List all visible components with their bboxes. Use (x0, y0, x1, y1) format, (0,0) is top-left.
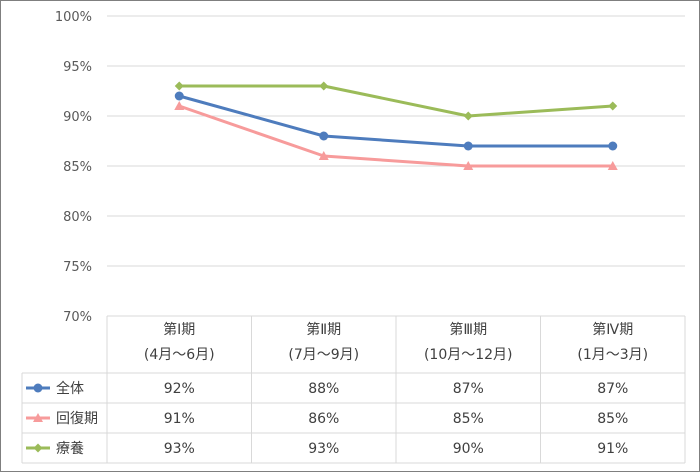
data-point (463, 161, 474, 170)
data-point (174, 101, 185, 110)
category-sublabel: (10月～12月) (424, 347, 513, 363)
data-point (607, 161, 618, 170)
table-value: 93% (164, 441, 195, 457)
category-label: 第Ⅳ期 (592, 321, 633, 338)
legend-key-marker (33, 383, 43, 393)
category-label: 第Ⅱ期 (306, 321, 341, 338)
legend-label: 全体 (56, 380, 84, 397)
data-point (608, 141, 618, 151)
category-label: 第Ⅰ期 (163, 321, 195, 338)
data-point (318, 151, 329, 160)
data-point (608, 101, 618, 111)
y-tick-label: 80% (63, 210, 92, 225)
table-value: 86% (308, 411, 339, 427)
data-point (174, 81, 184, 91)
series-line (178, 104, 613, 168)
category-label: 第Ⅲ期 (449, 321, 487, 338)
series-line (178, 94, 613, 148)
y-tick-label: 100% (55, 10, 92, 25)
table-value: 87% (453, 381, 484, 397)
data-point (319, 131, 329, 141)
y-tick-label: 90% (63, 110, 92, 125)
table-value: 85% (453, 411, 484, 427)
table-value: 85% (597, 411, 628, 427)
category-sublabel: (7月～9月) (288, 347, 359, 363)
legend-key-marker (33, 443, 43, 453)
table-value: 91% (597, 441, 628, 457)
legend-key-marker (33, 413, 43, 422)
table-value: 88% (308, 381, 339, 397)
table-value: 92% (164, 381, 195, 397)
data-point (319, 81, 329, 91)
y-tick-label: 95% (63, 60, 92, 75)
data-point (174, 91, 184, 101)
data-point (463, 141, 473, 151)
y-tick-label: 75% (63, 260, 92, 275)
series-line (179, 84, 613, 118)
table-value: 90% (453, 441, 484, 457)
category-sublabel: (1月～3月) (577, 347, 648, 363)
table-value: 93% (308, 441, 339, 457)
category-sublabel: (4月～6月) (144, 347, 215, 363)
legend-label: 回復期 (56, 410, 98, 427)
y-tick-label: 85% (63, 160, 92, 175)
legend-label: 療養 (56, 440, 84, 457)
y-tick-label: 70% (63, 310, 92, 325)
table-value: 87% (597, 381, 628, 397)
table-value: 91% (164, 411, 195, 427)
data-point (463, 111, 473, 121)
